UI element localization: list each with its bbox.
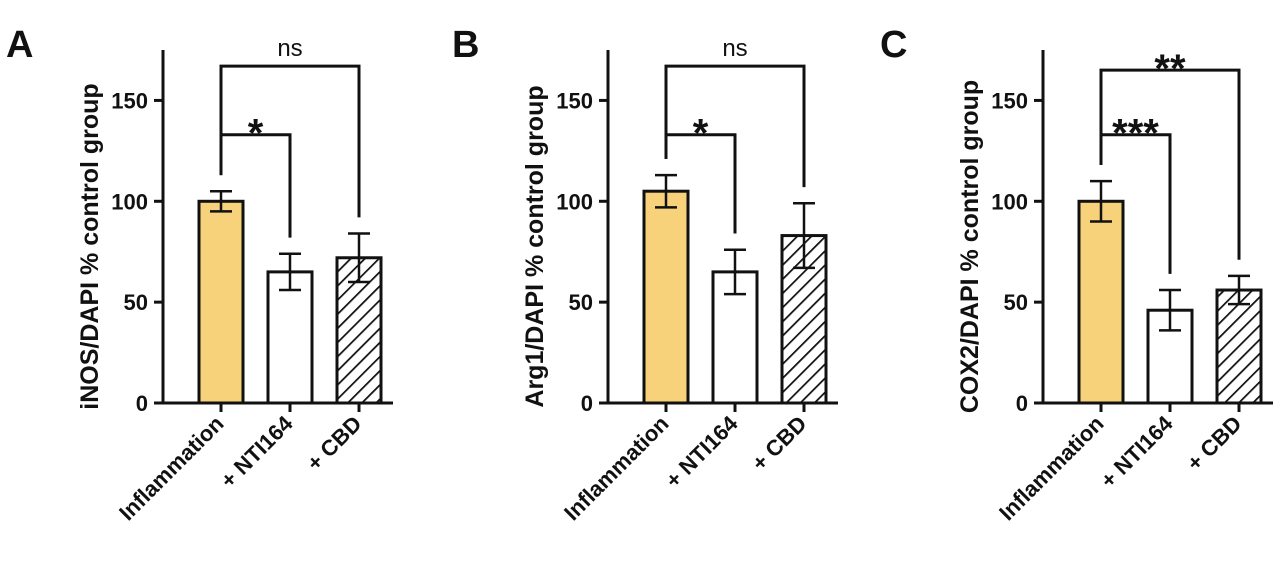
significance-label: ns [277,35,302,62]
y-tick-label: 0 [1016,391,1028,416]
x-tick-label: + CBD [747,411,812,476]
x-tick-label: + CBD [1182,411,1247,476]
x-tick-label: Inflammation [559,411,673,525]
bar [1077,199,1125,405]
y-tick-label: 100 [111,189,148,214]
significance-bracket [1099,68,1241,260]
y-tick-label: 150 [111,88,148,113]
x-tick-label: + NTI164 [660,410,743,493]
bar [642,189,690,405]
y-tick-label: 50 [1004,290,1028,315]
significance-label: *** [1112,112,1159,156]
panel-a: 0 50 100 150 iNOS/DAPI % control group Inflam… [76,35,393,525]
y-axis-title: COX2/DAPI % control group [956,80,984,413]
bar [266,270,314,405]
panel-letter-b: B [452,24,480,66]
y-axis-title: iNOS/DAPI % control group [76,83,104,409]
panel-c: 0 50 100 150 COX2/DAPI % control group Inflam… [956,47,1273,525]
y-tick-label: 150 [991,88,1028,113]
y-tick-label: 0 [581,391,593,416]
x-tick-label: + NTI164 [215,410,298,493]
y-tick-label: 150 [556,88,593,113]
significance-label: * [693,112,709,156]
x-tick-label: + NTI164 [1095,410,1178,493]
y-tick-label: 100 [991,189,1028,214]
y-tick-label: 50 [124,290,148,315]
panel-letter-c: C [880,24,908,66]
significance-bracket [664,64,806,188]
significance-bracket [219,64,361,218]
bar [197,199,245,405]
x-tick-label: Inflammation [994,411,1108,525]
panel-b: 0 50 100 150 Arg1/DAPI % control group Inflam… [521,35,838,525]
y-tick-label: 100 [556,189,593,214]
significance-label: * [248,112,264,156]
significance-label: ** [1154,47,1186,91]
y-axis-title: Arg1/DAPI % control group [521,85,549,407]
x-tick-label: Inflammation [114,411,228,525]
panel-letter-a: A [6,24,34,66]
bar [1215,288,1263,405]
y-tick-label: 50 [569,290,593,315]
significance-label: ns [722,35,747,62]
y-tick-label: 0 [136,391,148,416]
x-tick-label: + CBD [302,411,367,476]
